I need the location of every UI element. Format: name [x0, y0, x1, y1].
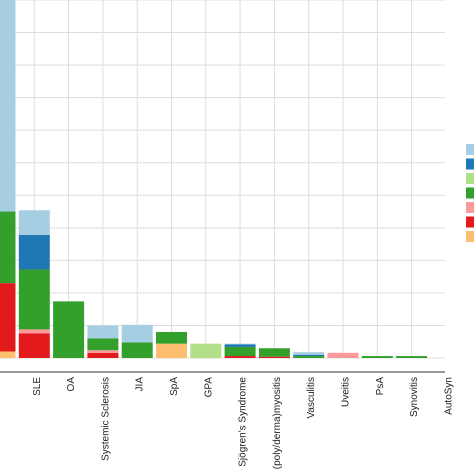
bar-segment — [293, 354, 325, 357]
grid — [0, 0, 445, 359]
bar-segment — [87, 352, 119, 358]
bar-segment — [293, 356, 325, 358]
legend-swatch — [466, 187, 474, 199]
bar-segment — [224, 356, 256, 358]
x-tick-label: Systemic Sclerosis — [100, 377, 111, 461]
bar-segment — [327, 352, 359, 358]
bar-segment — [258, 356, 290, 358]
bar-segment — [87, 338, 119, 351]
bar-segment — [18, 329, 50, 334]
legend-swatch — [466, 158, 474, 170]
x-tick-label: Vasculitis — [306, 377, 317, 419]
x-tick-label: SLE — [32, 377, 43, 396]
bar-segment — [224, 344, 256, 347]
x-tick-label: (poly/derma)myositis — [272, 377, 283, 469]
x-tick-label: AutoSyn — [443, 377, 454, 415]
x-tick-label: SpA — [169, 377, 180, 396]
bar-segment — [87, 325, 119, 339]
bar-segment — [18, 333, 50, 358]
legend — [466, 144, 474, 242]
bar-segment — [87, 350, 119, 353]
bar-segment — [190, 343, 222, 358]
bar-segment — [156, 343, 187, 358]
bar-segment — [0, 283, 16, 352]
bar-segment — [258, 348, 290, 357]
x-tick-label: GPA — [203, 377, 214, 398]
bar-segment — [293, 352, 325, 355]
x-tick-label: Uveitis — [341, 377, 352, 407]
bar-segment — [121, 342, 153, 358]
bar-segment — [18, 234, 50, 270]
bar-segment — [0, 211, 16, 284]
x-tick-label: Sjögren's Syndrome — [238, 377, 249, 467]
legend-swatch — [466, 173, 474, 184]
bar-segment — [18, 210, 50, 235]
legend-swatch — [466, 202, 474, 213]
x-tick-labels: SLE OA Systemic Sclerosis JIA SpA GPA Sjögren'… — [32, 377, 455, 470]
bar-segment — [121, 324, 153, 343]
bar-segment — [396, 356, 428, 358]
bar-segment — [53, 301, 85, 358]
x-tick-label: OA — [66, 377, 77, 392]
legend-swatch — [466, 216, 474, 228]
bar-segment — [156, 331, 187, 344]
bar-segment — [0, 0, 16, 212]
bar-segment — [0, 351, 16, 358]
legend-swatch — [466, 231, 474, 242]
x-tick-label: Synovitis — [409, 377, 420, 417]
bar-segment — [18, 269, 50, 330]
bar-segment — [224, 343, 256, 345]
legend-swatch — [466, 144, 474, 155]
bar-segment — [361, 356, 393, 358]
bars — [0, 0, 428, 358]
bar-segment — [224, 346, 256, 357]
x-tick-label: JIA — [135, 377, 146, 392]
x-tick-label: PsA — [375, 377, 386, 396]
